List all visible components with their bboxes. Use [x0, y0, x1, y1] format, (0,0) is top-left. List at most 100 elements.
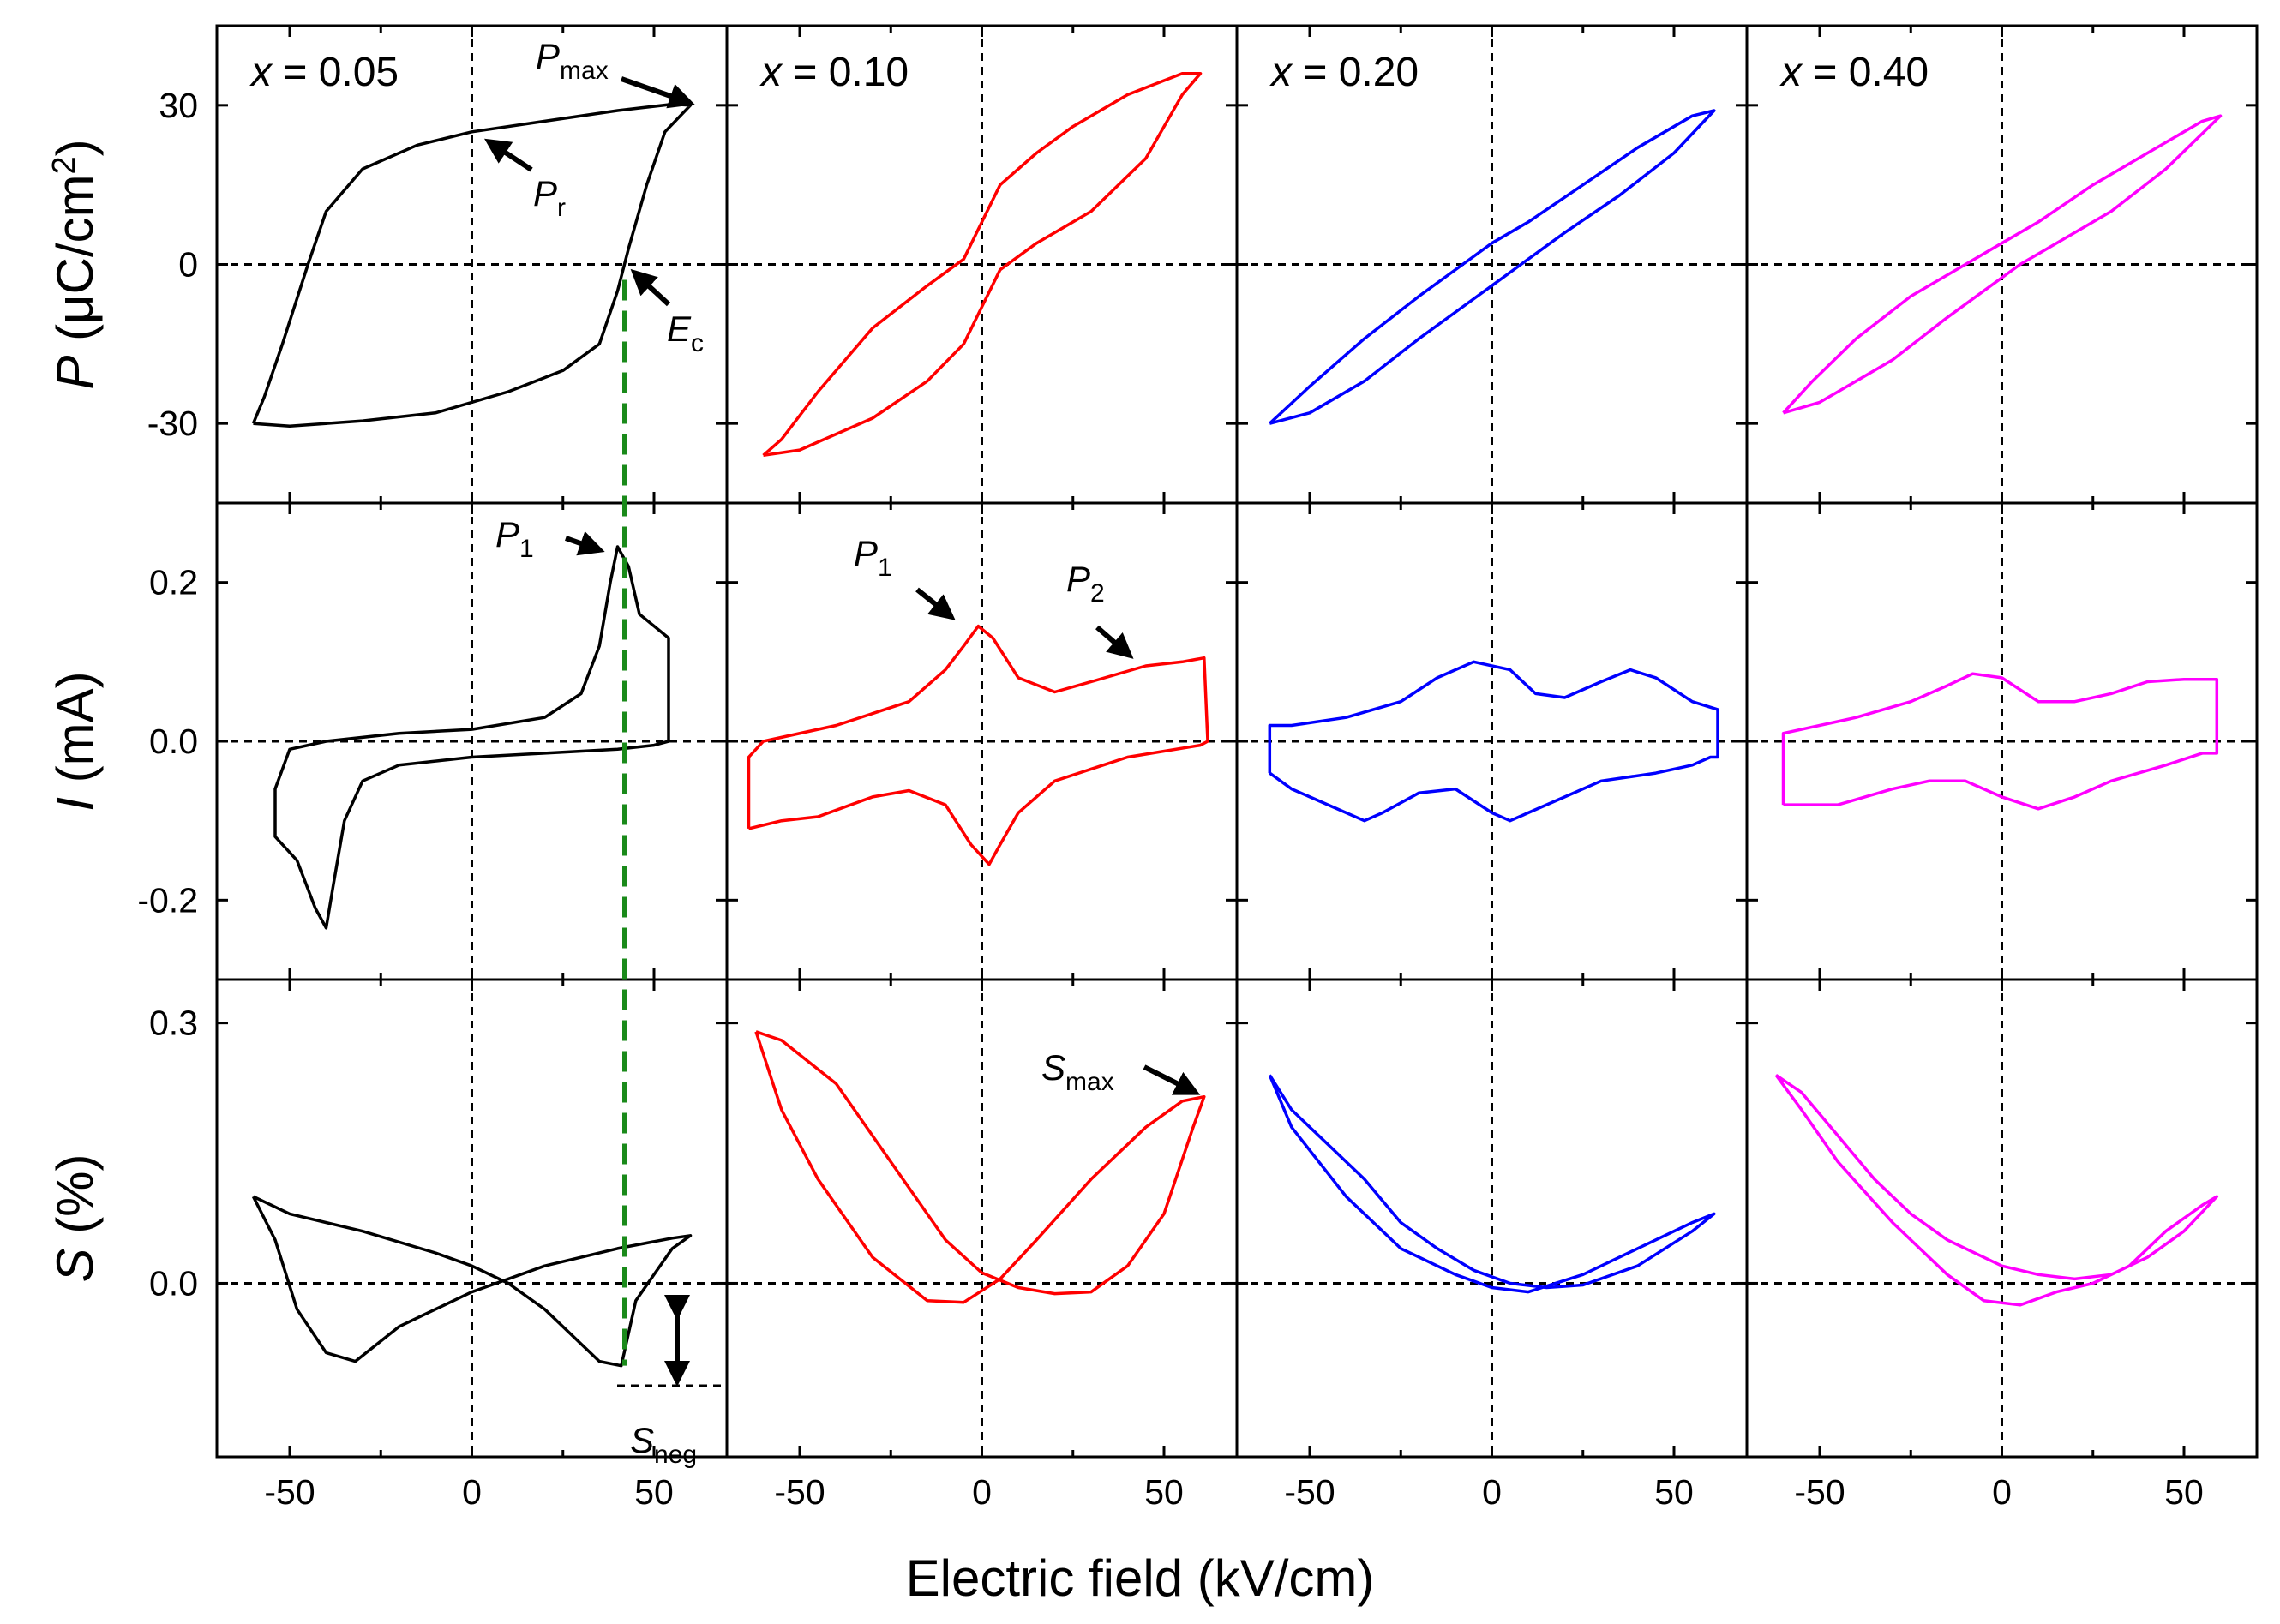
x-tick-label: -50 — [1794, 1472, 1845, 1512]
loop-S-3 — [1268, 1074, 1716, 1294]
y-axis-title-S: S (%) — [46, 1154, 104, 1282]
annotation-sub: r — [557, 194, 566, 222]
series-label-var: x — [1779, 50, 1803, 95]
series-label: x = 0.05 — [249, 50, 399, 95]
panel-I-1: -0.2 0.0 0.2 — [137, 501, 729, 981]
loop-I-4 — [1781, 672, 2219, 811]
x-tick-label: 50 — [1144, 1472, 1184, 1512]
annotation-S_max: Smax — [1041, 1047, 1114, 1096]
arrow-ec — [630, 268, 671, 307]
annotation-sub: 1 — [519, 535, 534, 563]
annotation-P1_b: P1 — [854, 533, 892, 582]
annotation-sub: 1 — [878, 554, 892, 582]
x-tick-label: 0 — [972, 1472, 992, 1512]
series-label: x = 0.10 — [759, 50, 909, 95]
annotation-sub: c — [691, 329, 704, 357]
x-tick-label: -50 — [774, 1472, 825, 1512]
series-label-value: = 0.10 — [782, 50, 909, 95]
annotation-sub: 2 — [1090, 579, 1105, 608]
loop-I-1 — [273, 545, 670, 930]
annotation-P1_a: P1 — [495, 514, 534, 563]
x-tick-label: 50 — [634, 1472, 674, 1512]
annotation-main: P — [1066, 559, 1090, 599]
annotation-sub: neg — [654, 1441, 697, 1469]
y-tick-label: 0.0 — [149, 1263, 198, 1303]
y-title-unit: (%) — [46, 1154, 104, 1248]
series-label: x = 0.20 — [1269, 50, 1419, 95]
panel-S-1: 0.0 0.3 -50 0 50 — [149, 978, 729, 1512]
y-title-var: I — [46, 797, 104, 812]
loop-S-2 — [754, 1030, 1206, 1304]
y-axis-title-I: I (mA) — [46, 671, 104, 811]
panel-I-4 — [1745, 501, 2259, 981]
annotation-main: P — [854, 533, 878, 573]
y-axis-titles: P (μC/cm2) I (mA) S (%) — [46, 139, 104, 1282]
y-tick-label: -0.2 — [137, 880, 198, 920]
annotation-main: E — [667, 309, 692, 349]
annotation-sub: max — [1065, 1068, 1114, 1096]
y-title-sup: 2 — [46, 156, 82, 174]
annotation-P2: P2 — [1066, 559, 1105, 608]
arrow-pr — [483, 138, 533, 172]
y-tick-label: 30 — [159, 86, 198, 125]
annotation-sub: max — [560, 57, 609, 85]
panel-P-1: -30 0 30 x = 0.05 — [147, 24, 729, 505]
series-label-value: = 0.20 — [1292, 50, 1419, 95]
annotation-main: P — [495, 514, 519, 554]
arrow-p2 — [1095, 625, 1134, 659]
annotation-main: S — [630, 1420, 654, 1460]
y-title-unit: (μC/cm — [46, 174, 104, 355]
x-tick-label: -50 — [264, 1472, 315, 1512]
y-tick-label: -30 — [147, 404, 198, 443]
series-label: x = 0.40 — [1779, 50, 1929, 95]
panel-I-3 — [1235, 501, 1749, 981]
panel-frame — [1745, 978, 2259, 1459]
x-tick-label: -50 — [1284, 1472, 1335, 1512]
panel-P-4: x = 0.40 — [1745, 24, 2259, 505]
arrow-p1b — [915, 587, 956, 620]
x-axis-title: Electric field (kV/cm) — [906, 1549, 1375, 1607]
y-title-var: P — [46, 356, 104, 390]
loop-S-4 — [1774, 1073, 2219, 1307]
y-title-unit: (mA) — [46, 671, 104, 797]
series-label-var: x — [1269, 50, 1293, 95]
x-axis-title-group: Electric field (kV/cm) — [906, 1549, 1375, 1607]
series-label-value: = 0.40 — [1802, 50, 1929, 95]
panel-S-2: -50 0 50 — [725, 978, 1239, 1512]
y-axis-title-P: P (μC/cm2) — [46, 139, 104, 389]
x-tick-label: 0 — [1482, 1472, 1502, 1512]
arrow-p1a — [565, 530, 605, 556]
panel-I-2 — [725, 501, 1239, 981]
annotation-main: P — [533, 173, 557, 213]
series-label-value: = 0.05 — [272, 50, 399, 95]
panel-S-4: -50 0 50 — [1745, 978, 2259, 1512]
y-tick-label: 0.0 — [149, 722, 198, 761]
arrow-pmax — [621, 76, 695, 109]
y-title-var: S — [46, 1248, 104, 1282]
x-tick-label: 50 — [2164, 1472, 2204, 1512]
annotation-P_max: Pmax — [536, 36, 609, 85]
x-tick-label: 0 — [1992, 1472, 2012, 1512]
annotation-E_c: Ec — [667, 309, 704, 357]
annotation-main: S — [1041, 1047, 1065, 1088]
loop-S-1 — [251, 1195, 693, 1368]
series-label-var: x — [759, 50, 783, 95]
arrow-smax — [1143, 1064, 1201, 1095]
loop-P-3 — [1269, 109, 1716, 425]
panel-P-3: x = 0.20 — [1235, 24, 1749, 505]
y-tick-label: 0.2 — [149, 563, 198, 602]
x-tick-label: 50 — [1654, 1472, 1694, 1512]
y-tick-label: 0 — [178, 245, 198, 285]
panel-P-2: x = 0.10 — [725, 24, 1239, 505]
loop-P-4 — [1782, 114, 2223, 415]
loop-P-2 — [762, 71, 1203, 458]
y-title-close: ) — [46, 139, 104, 156]
annotation-main: P — [536, 36, 560, 76]
x-tick-label: 0 — [462, 1472, 482, 1512]
annotation-P_r: Pr — [533, 173, 566, 222]
loop-I-2 — [747, 624, 1209, 866]
annotation-S_neg: Sneg — [630, 1420, 697, 1469]
panel-S-3: -50 0 50 — [1235, 978, 1749, 1512]
